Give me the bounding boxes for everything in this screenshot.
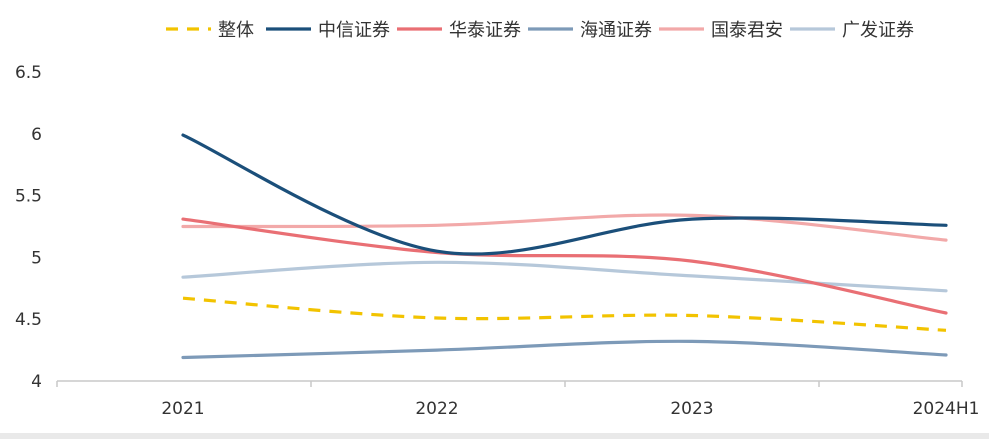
series-line-4 — [181, 339, 948, 360]
legend-label: 整体 — [218, 20, 254, 41]
bottom-strip — [0, 433, 989, 439]
x-tick-label: 2023 — [670, 399, 713, 419]
y-tick-label: 6.5 — [15, 63, 42, 83]
legend-label: 海通证券 — [580, 20, 652, 41]
series-line-1 — [182, 296, 947, 332]
series-line-6 — [181, 260, 948, 293]
legend-label: 中信证券 — [318, 20, 390, 41]
y-tick-label: 5.5 — [15, 187, 42, 207]
y-tick-label: 4 — [31, 372, 42, 392]
legend-label: 华泰证券 — [449, 20, 521, 41]
series-line-2 — [181, 133, 948, 256]
legend-label: 广发证券 — [842, 20, 914, 41]
y-tick-label: 6 — [31, 125, 42, 145]
series-line-3 — [181, 217, 948, 315]
series-line-5 — [181, 213, 948, 242]
y-tick-label: 4.5 — [15, 310, 42, 330]
x-tick-label: 2021 — [161, 399, 204, 419]
x-tick-label: 2024H1 — [913, 399, 980, 419]
legend-label: 国泰君安 — [711, 20, 783, 41]
y-tick-label: 5 — [31, 248, 42, 268]
x-tick-label: 2022 — [415, 399, 458, 419]
